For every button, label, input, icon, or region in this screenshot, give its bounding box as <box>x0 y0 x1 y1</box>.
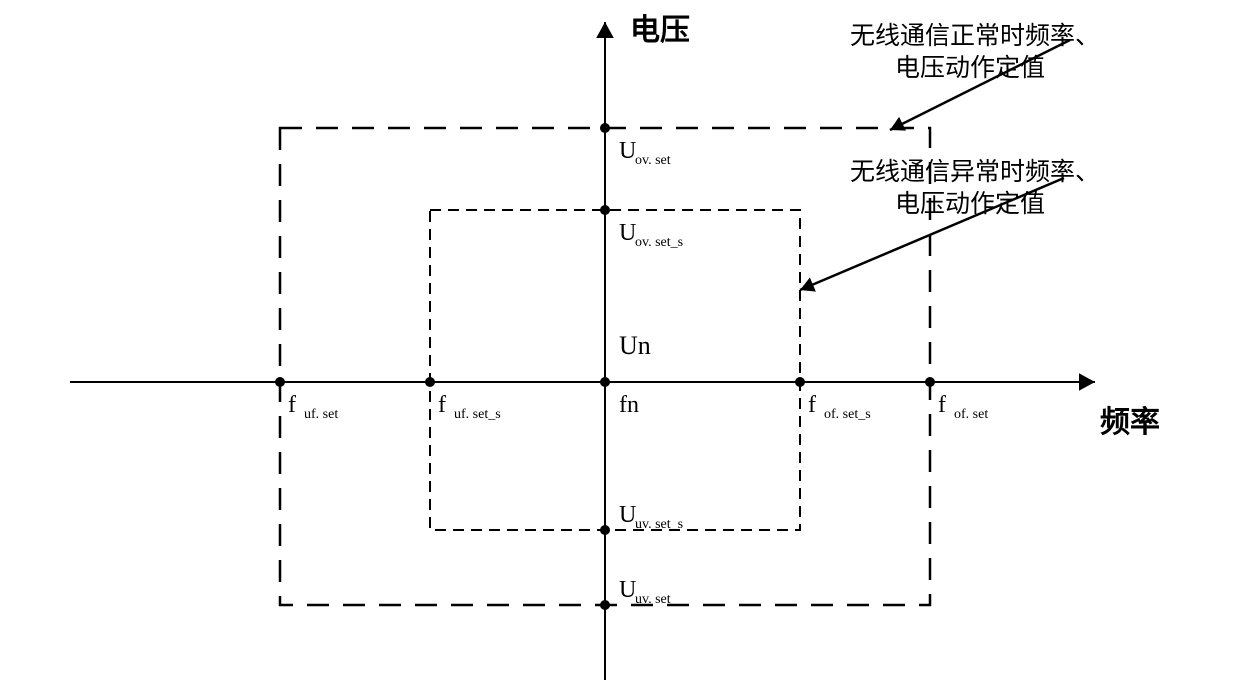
svg-text:U: U <box>619 138 636 164</box>
y-axis-title: 电压 <box>630 14 690 47</box>
svg-text:uv. set: uv. set <box>635 592 671 607</box>
label-u-ov-set: U ov. set <box>619 138 671 168</box>
outer-caption-line1: 无线通信正常时频率、 <box>850 22 1100 50</box>
y-axis <box>596 22 614 680</box>
label-un: Un <box>619 331 651 360</box>
inner-caption-line1: 无线通信异常时频率、 <box>850 158 1100 186</box>
svg-text:of. set_s: of. set_s <box>824 407 871 422</box>
svg-text:ov. set: ov. set <box>635 153 671 168</box>
svg-text:U: U <box>619 502 636 528</box>
svg-text:f: f <box>288 392 296 418</box>
x-axis <box>70 373 1095 391</box>
label-fn: fn <box>619 392 639 418</box>
label-f-uf-set-s: f uf. set_s <box>438 392 501 422</box>
label-f-uf-set: f uf. set <box>288 392 338 422</box>
x-axis-title: 频率 <box>1100 406 1160 439</box>
svg-text:ov. set_s: ov. set_s <box>635 235 683 250</box>
label-u-ov-set-s: U ov. set_s <box>619 220 683 250</box>
svg-text:U: U <box>619 220 636 246</box>
inner-caption-line2: 电压动作定值 <box>895 190 1045 218</box>
label-f-of-set-s: f of. set_s <box>808 392 871 422</box>
svg-text:f: f <box>438 392 446 418</box>
outer-caption-line2: 电压动作定值 <box>895 54 1045 82</box>
svg-text:uv. set_s: uv. set_s <box>635 517 683 532</box>
svg-text:f: f <box>938 392 946 418</box>
svg-text:uf. set_s: uf. set_s <box>454 407 501 422</box>
svg-text:f: f <box>808 392 816 418</box>
svg-text:of. set: of. set <box>954 407 988 422</box>
svg-text:U: U <box>619 577 636 603</box>
inner-threshold-rect <box>430 210 800 530</box>
label-u-uv-set-s: U uv. set_s <box>619 502 683 532</box>
outer-leader-arrow <box>890 40 1070 131</box>
svg-text:uf. set: uf. set <box>304 407 338 422</box>
threshold-diagram: 电压 频率 无线通信正常时频率、 电压动作定值 无线通信异常时频率、 电压动作定… <box>0 0 1240 699</box>
label-u-uv-set: U uv. set <box>619 577 671 607</box>
label-f-of-set: f of. set <box>938 392 988 422</box>
